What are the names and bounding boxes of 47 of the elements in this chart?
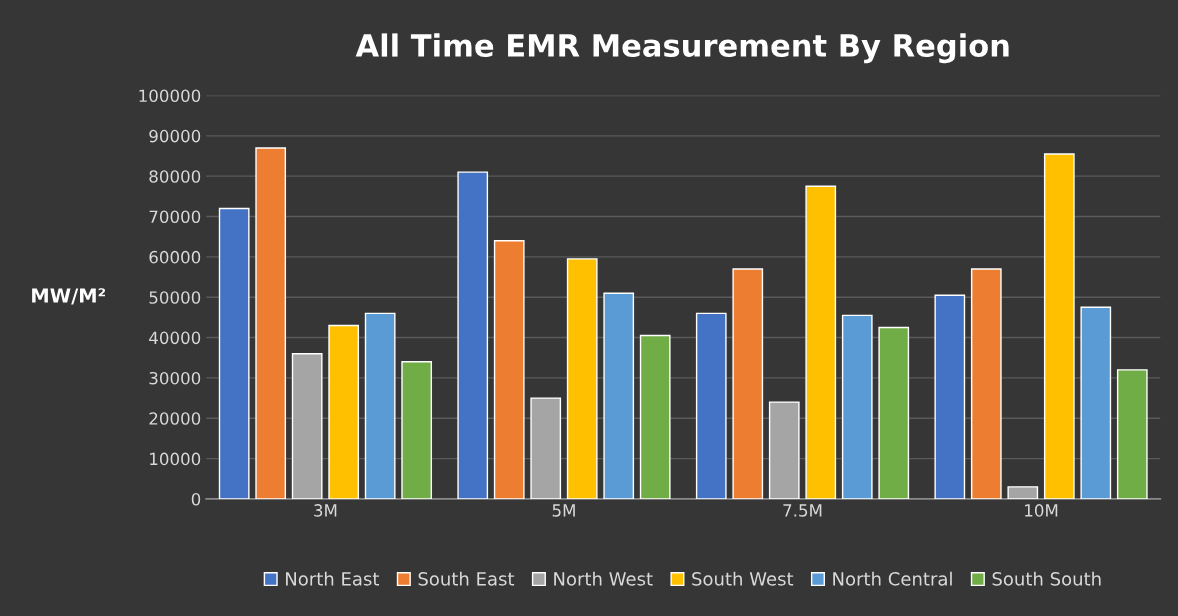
y-tick-label: 90000	[149, 129, 201, 143]
bar	[291, 353, 323, 499]
legend-label: North East	[286, 571, 380, 586]
y-tick-label: 20000	[149, 412, 201, 425]
y-tick-label: 40000	[149, 331, 201, 345]
x-tick-label: 5M	[552, 504, 575, 517]
x-tick-label: 10M	[1025, 504, 1058, 517]
y-tick-label: 50000	[149, 291, 201, 304]
bar	[1043, 153, 1075, 499]
bar	[639, 334, 671, 499]
x-tick-label: 3M	[314, 504, 337, 517]
y-tick-label: 0	[191, 492, 201, 506]
y-tick-label: 60000	[149, 250, 201, 264]
bar	[768, 401, 800, 499]
bar	[603, 292, 635, 499]
bar	[878, 326, 910, 499]
legend-label: South South	[992, 571, 1101, 586]
chart-title: All Time EMR Measurement By Region	[355, 33, 1009, 64]
legend-label: North Central	[833, 571, 952, 586]
bar	[805, 185, 837, 499]
y-tick-label: 30000	[149, 371, 201, 385]
x-tick-label: 7.5M	[783, 504, 822, 517]
legend-label: South East	[418, 571, 515, 586]
y-axis-title: MW/M²	[32, 288, 106, 305]
y-tick-label: 10000	[150, 452, 201, 466]
bar	[457, 171, 489, 499]
bar	[1007, 486, 1039, 499]
bar	[493, 240, 525, 499]
bar	[841, 314, 873, 499]
bar	[732, 268, 764, 499]
y-tick-label: 80000	[149, 170, 201, 183]
bar	[218, 207, 250, 499]
y-tick-label: 70000	[149, 210, 201, 224]
bar	[695, 312, 727, 499]
bar	[530, 397, 562, 499]
legend-label: North West	[554, 571, 653, 586]
bar	[255, 147, 287, 499]
bar	[970, 268, 1002, 499]
bar	[934, 294, 966, 499]
bar	[566, 258, 598, 499]
bar	[401, 361, 433, 499]
bar	[1080, 306, 1112, 499]
legend-label: South West	[692, 571, 794, 586]
bar	[328, 324, 360, 499]
bar	[364, 312, 396, 499]
bar	[1116, 369, 1148, 499]
y-tick-label: 100000	[139, 89, 201, 103]
